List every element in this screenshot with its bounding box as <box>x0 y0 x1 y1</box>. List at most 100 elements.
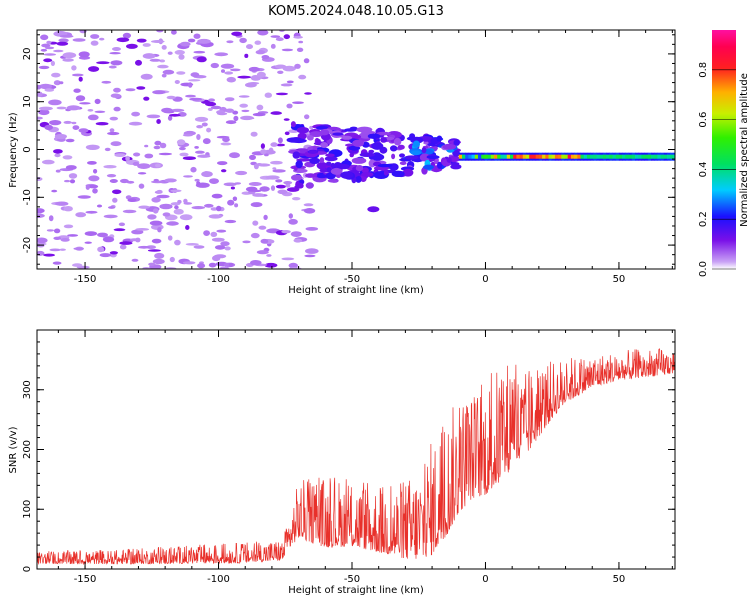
heatmap-cell <box>330 162 335 168</box>
heatmap-cell <box>235 170 248 176</box>
heatmap-cell <box>344 128 357 132</box>
heatmap-cell <box>78 128 89 133</box>
heatmap-cell <box>293 238 303 243</box>
heatmap-cell <box>65 138 75 143</box>
heatmap-cell <box>107 131 120 136</box>
heatmap-cell <box>84 241 92 244</box>
heatmap-cell <box>177 199 182 204</box>
heatmap-cell <box>159 142 167 149</box>
heatmap-cell <box>114 153 126 158</box>
snr-y-ticks: 0 100 200 300 <box>22 329 675 572</box>
heatmap-cell <box>207 107 213 111</box>
heatmap-cell <box>286 187 300 192</box>
heatmap-cell <box>260 149 267 155</box>
heatmap-cell <box>72 263 83 267</box>
heatmap-cell <box>156 189 163 193</box>
heatmap-cell <box>304 114 310 120</box>
heatmap-cell <box>43 253 55 257</box>
colorbar-gradient <box>712 30 736 269</box>
heatmap-cell <box>309 131 324 138</box>
heatmap-cell <box>303 58 310 64</box>
heatmap-cell <box>55 169 61 173</box>
heatmap-cell <box>481 154 485 159</box>
heatmap-cell <box>63 120 72 124</box>
heatmap-cell <box>148 262 156 266</box>
heatmap-cell <box>94 110 106 114</box>
heatmap-cell <box>324 156 338 162</box>
heatmap-cell <box>432 146 438 150</box>
heatmap-cell <box>349 152 355 158</box>
snr-x-label: Height of straight line (km) <box>288 585 424 596</box>
heatmap-cell <box>294 185 304 189</box>
heatmap-cell <box>69 179 76 184</box>
heatmap-cell <box>391 170 405 177</box>
heatmap-cell <box>161 45 167 50</box>
snr-y-label: SNR (v/v) <box>8 426 19 473</box>
heatmap-cell <box>109 251 118 255</box>
y-tick-label: 0 <box>22 146 33 152</box>
heatmap-cell <box>39 83 53 90</box>
heatmap-cell <box>283 118 290 121</box>
heatmap-cell <box>229 152 240 159</box>
heatmap-cell <box>280 83 293 87</box>
heatmap-cell <box>173 208 184 215</box>
heatmap-cell <box>85 210 98 214</box>
heatmap-cell <box>142 43 151 47</box>
heatmap-cell <box>516 154 520 159</box>
x-tick-label: -100 <box>207 574 230 585</box>
heatmap-cell <box>252 220 259 226</box>
heatmap-cell <box>283 34 290 40</box>
heatmap-cell <box>37 177 43 181</box>
heatmap-cell <box>292 151 301 159</box>
heatmap-cell <box>77 195 91 199</box>
heatmap-cell <box>161 107 173 113</box>
heatmap-cell <box>125 155 130 162</box>
spectrogram-x-label: Height of straight line (km) <box>288 285 424 296</box>
heatmap-cell <box>137 163 151 170</box>
heatmap-cell <box>190 72 200 78</box>
heatmap-cell <box>53 236 61 240</box>
heatmap-cell <box>316 174 327 179</box>
heatmap-cell <box>220 241 230 247</box>
heatmap-cell <box>138 183 145 189</box>
heatmap-cell <box>305 248 319 254</box>
x-tick-label: -50 <box>344 274 360 285</box>
heatmap-cell <box>399 161 407 166</box>
y-tick-label: 0 <box>22 566 33 572</box>
heatmap-cell <box>58 38 69 43</box>
heatmap-cell <box>94 98 101 105</box>
heatmap-cell <box>670 154 674 159</box>
heatmap-cell <box>355 165 364 172</box>
heatmap-cell <box>319 168 328 173</box>
heatmap-cell <box>154 252 165 259</box>
snr-x-ticks: -150 -100 -50 0 50 <box>57 330 673 585</box>
heatmap-cell <box>298 40 304 44</box>
heatmap-cell <box>72 38 86 42</box>
heatmap-cell <box>156 119 161 124</box>
heatmap-cell <box>71 65 77 71</box>
heatmap-cell <box>226 40 234 44</box>
heatmap-cell <box>250 131 258 137</box>
heatmap-cell <box>214 52 229 57</box>
heatmap-cell <box>221 69 225 73</box>
heatmap-cell <box>305 182 314 189</box>
heatmap-cell <box>452 150 460 157</box>
heatmap-cell <box>446 157 452 163</box>
heatmap-cell <box>43 58 53 63</box>
heatmap-cell <box>410 136 424 144</box>
heatmap-cell <box>189 97 203 101</box>
heatmap-cell <box>176 71 186 75</box>
heatmap-cell <box>197 38 211 44</box>
heatmap-cell <box>162 212 171 217</box>
heatmap-cell <box>157 227 162 233</box>
heatmap-cell <box>50 60 56 66</box>
heatmap-cell <box>270 35 281 38</box>
heatmap-cell <box>602 154 607 159</box>
heatmap-cell <box>161 73 167 78</box>
heatmap-cell <box>635 154 639 159</box>
heatmap-cell <box>143 96 150 101</box>
heatmap-cell <box>327 178 339 183</box>
heatmap-cell <box>644 154 649 159</box>
y-tick-label: 300 <box>22 380 33 399</box>
